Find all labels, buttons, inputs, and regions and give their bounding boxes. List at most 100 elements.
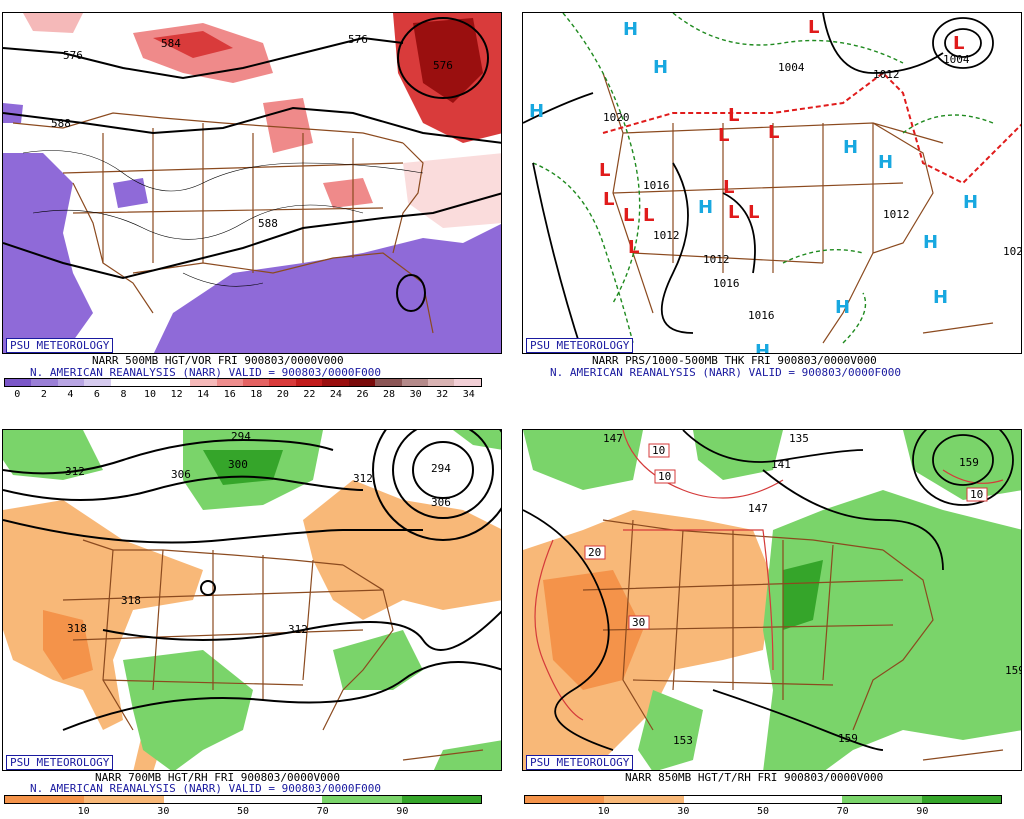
colorbar-segment	[604, 796, 684, 803]
height-label: 153	[673, 734, 693, 747]
colorbar-tick-label: 10	[77, 806, 90, 817]
caption-line-1: NARR 700MB HGT/RH FRI 900803/0000V000	[95, 771, 341, 784]
low-pressure-symbol: L	[718, 125, 729, 146]
height-label: 588	[258, 217, 278, 230]
caption-line-1: NARR PRS/1000-500MB THK FRI 900803/0000V…	[592, 354, 877, 367]
colorbar-tick-label: 70	[316, 806, 329, 817]
map-700mb-rh: 312 306 300 294 312 294 306 318 318 312 …	[2, 429, 502, 771]
colorbar-segment	[295, 379, 323, 386]
height-label: 312	[353, 472, 373, 485]
map-850mb-t-rh: 10 10 20 30 10 141 147 147 153 159 135 1…	[522, 429, 1022, 771]
map-700mb-svg: 312 306 300 294 312 294 306 318 318 312	[3, 430, 501, 770]
height-label: 584	[161, 37, 181, 50]
height-label: 588	[51, 117, 71, 130]
high-pressure-symbol: H	[623, 19, 638, 40]
colorbar-segment	[683, 796, 763, 803]
low-pressure-symbol: L	[728, 202, 739, 223]
colorbar-segment	[454, 379, 481, 386]
colorbar-tick-label: 90	[396, 806, 409, 817]
rh-colorbar	[524, 795, 1002, 804]
panel-850mb-t-rh: 10 10 20 30 10 141 147 147 153 159 135 1…	[520, 417, 1024, 819]
height-label: 159	[959, 456, 979, 469]
height-label: 576	[63, 49, 83, 62]
low-pressure-symbol: L	[768, 122, 779, 143]
map-pressure-thickness: H H H H H H H H H H H L L L L L L L L L	[522, 12, 1022, 354]
height-label: 300	[228, 458, 248, 471]
colorbar-tick-label: 70	[836, 806, 849, 817]
psu-meteorology-badge: PSU METEOROLOGY	[526, 338, 634, 353]
height-label: 294	[431, 462, 451, 475]
height-label: 135	[789, 432, 809, 445]
low-pressure-symbol: L	[643, 205, 654, 226]
rh-colorbar-ticks: 10 30 50 70 90	[524, 806, 1002, 819]
caption-line-2: N. AMERICAN REANALYSIS (NARR) VALID = 90…	[30, 366, 381, 379]
high-pressure-symbol: H	[698, 197, 713, 218]
low-pressure-symbol: L	[728, 105, 739, 126]
colorbar-segment	[322, 796, 402, 803]
colorbar-segment	[322, 379, 349, 386]
temperature-label: 10	[658, 470, 671, 483]
temperature-label: 10	[970, 488, 983, 501]
weather-symbols: H H H H H H H H H H H L L L L L L L L L	[529, 17, 978, 353]
colorbar-tick-label: 0	[14, 389, 21, 400]
map-500mb-vorticity: 576 576 588 588 584 576 PSU METEOROLOGY	[2, 12, 502, 354]
map-850mb-svg: 10 10 20 30 10 141 147 147 153 159 135 1…	[523, 430, 1021, 770]
colorbar-segment	[190, 379, 217, 386]
low-pressure-symbol: L	[723, 177, 734, 198]
colorbar-tick-label: 18	[250, 389, 263, 400]
isobar-label: 1004	[943, 53, 970, 66]
colorbar-segment	[5, 379, 32, 386]
colorbar-segment	[57, 379, 85, 386]
low-pressure-symbol: L	[623, 205, 634, 226]
colorbar-segment	[84, 796, 164, 803]
colorbar-segment	[242, 796, 323, 803]
panel-pressure-thickness: H H H H H H H H H H H L L L L L L L L L	[520, 0, 1024, 405]
height-label: 306	[171, 468, 191, 481]
colorbar-tick-label: 8	[120, 389, 127, 400]
colorbar-tick-label: 30	[157, 806, 170, 817]
caption-line-1: NARR 850MB HGT/T/RH FRI 900803/0000V000	[625, 771, 884, 784]
high-pressure-symbol: H	[878, 152, 893, 173]
low-pressure-symbol: L	[953, 33, 964, 54]
high-pressure-symbol: H	[933, 287, 948, 308]
colorbar-tick-label: 32	[436, 389, 449, 400]
height-label: 306	[431, 496, 451, 509]
height-label: 576	[433, 59, 453, 72]
caption-line-2: N. AMERICAN REANALYSIS (NARR) VALID = 90…	[30, 782, 381, 795]
colorbar-tick-label: 90	[916, 806, 929, 817]
colorbar-segment	[762, 796, 843, 803]
isobar-label: 1020	[603, 111, 630, 124]
panel-500mb-vorticity: 576 576 588 588 584 576 PSU METEOROLOGY …	[0, 0, 504, 405]
height-label: 294	[231, 430, 251, 443]
colorbar-segment	[375, 379, 402, 386]
colorbar-segment	[401, 796, 481, 803]
colorbar-tick-label: 30	[677, 806, 690, 817]
colorbar-segment	[401, 379, 428, 386]
vorticity-colorbar	[4, 378, 482, 387]
high-pressure-symbol: H	[923, 232, 938, 253]
colorbar-tick-label: 6	[93, 389, 100, 400]
colorbar-tick-label: 14	[197, 389, 210, 400]
isobar-label: 1012	[703, 253, 730, 266]
height-label: 141	[771, 458, 791, 471]
rh-colorbar	[4, 795, 482, 804]
isobar-label: 1012	[653, 229, 680, 242]
high-pressure-symbol: H	[529, 101, 544, 122]
colorbar-segment	[110, 379, 138, 386]
psu-meteorology-badge: PSU METEOROLOGY	[6, 755, 114, 770]
vorticity-colorbar-ticks: 0 2 4 6 8 10 12 14 16 18 20 22 24 26 28 30 32 34	[4, 389, 482, 403]
colorbar-segment	[242, 379, 270, 386]
colorbar-segment	[216, 379, 243, 386]
rh-colorbar-ticks: 10 30 50 70 90	[4, 806, 482, 819]
colorbar-segment	[428, 379, 455, 386]
colorbar-segment	[137, 379, 164, 386]
colorbar-tick-label: 20	[276, 389, 289, 400]
psu-meteorology-badge: PSU METEOROLOGY	[526, 755, 634, 770]
height-label: 147	[748, 502, 768, 515]
colorbar-segment	[31, 379, 58, 386]
caption-line-2: N. AMERICAN REANALYSIS (NARR) VALID = 90…	[550, 366, 901, 379]
colorbar-tick-label: 4	[67, 389, 74, 400]
height-label: 147	[603, 432, 623, 445]
map-pressure-svg: H H H H H H H H H H H L L L L L L L L L	[523, 13, 1021, 353]
low-pressure-symbol: L	[748, 202, 759, 223]
